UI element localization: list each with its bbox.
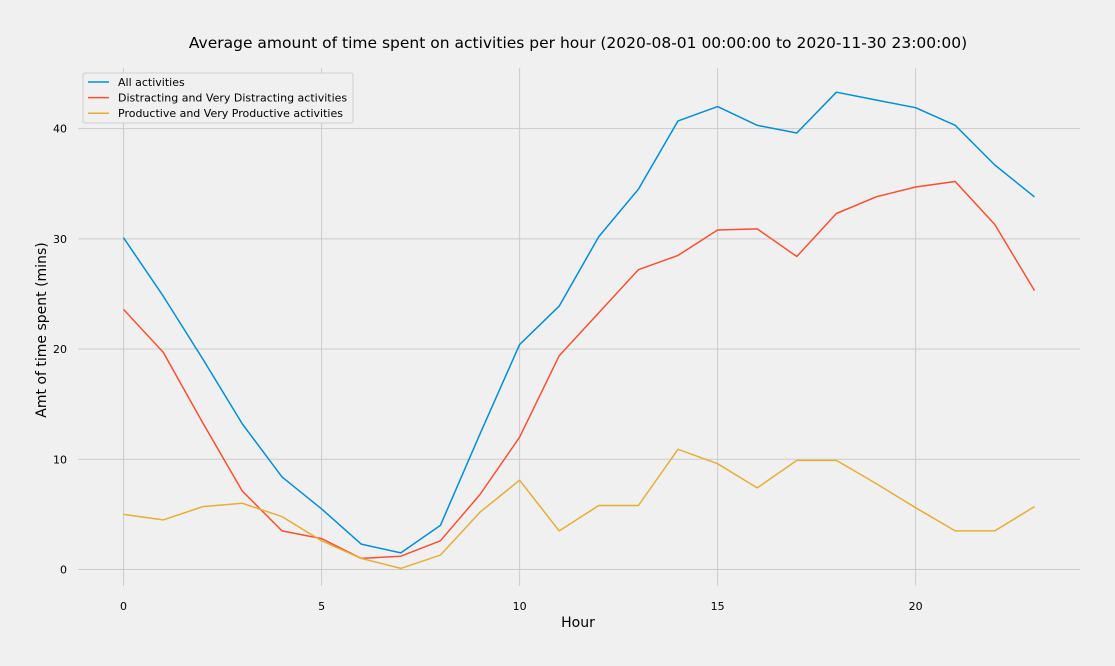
legend-label-2: Distracting and Very Distracting activit… bbox=[118, 92, 347, 105]
y-tick-label: 20 bbox=[53, 343, 67, 356]
y-axis-label: Amt of time spent (mins) bbox=[34, 242, 50, 417]
series-line-3 bbox=[123, 448, 1035, 570]
series-lines bbox=[122, 91, 1036, 570]
y-tick-label: 0 bbox=[60, 563, 67, 576]
legend-label-3: Productive and Very Productive activitie… bbox=[118, 107, 343, 120]
y-tick-label: 10 bbox=[53, 453, 67, 466]
x-tick-label: 0 bbox=[120, 600, 127, 613]
grid bbox=[78, 68, 1080, 586]
series-line-2 bbox=[122, 180, 1036, 560]
x-tick-label: 20 bbox=[909, 600, 923, 613]
x-tick-label: 10 bbox=[513, 600, 527, 613]
legend-frame bbox=[82, 72, 354, 124]
chart-title: Average amount of time spent on activiti… bbox=[189, 34, 967, 52]
tick-labels: 0 5 10 15 20 0 10 20 30 40 bbox=[53, 123, 923, 613]
x-tick-label: 15 bbox=[711, 600, 725, 613]
x-tick-label: 5 bbox=[318, 600, 325, 613]
legend-label-1: All activities bbox=[118, 76, 185, 89]
legend: All activities Distracting and Very Distr… bbox=[82, 72, 354, 124]
y-tick-label: 30 bbox=[53, 233, 67, 246]
x-axis-label: Hour bbox=[561, 615, 595, 631]
y-tick-label: 40 bbox=[53, 123, 67, 136]
series-line-1 bbox=[122, 91, 1035, 554]
